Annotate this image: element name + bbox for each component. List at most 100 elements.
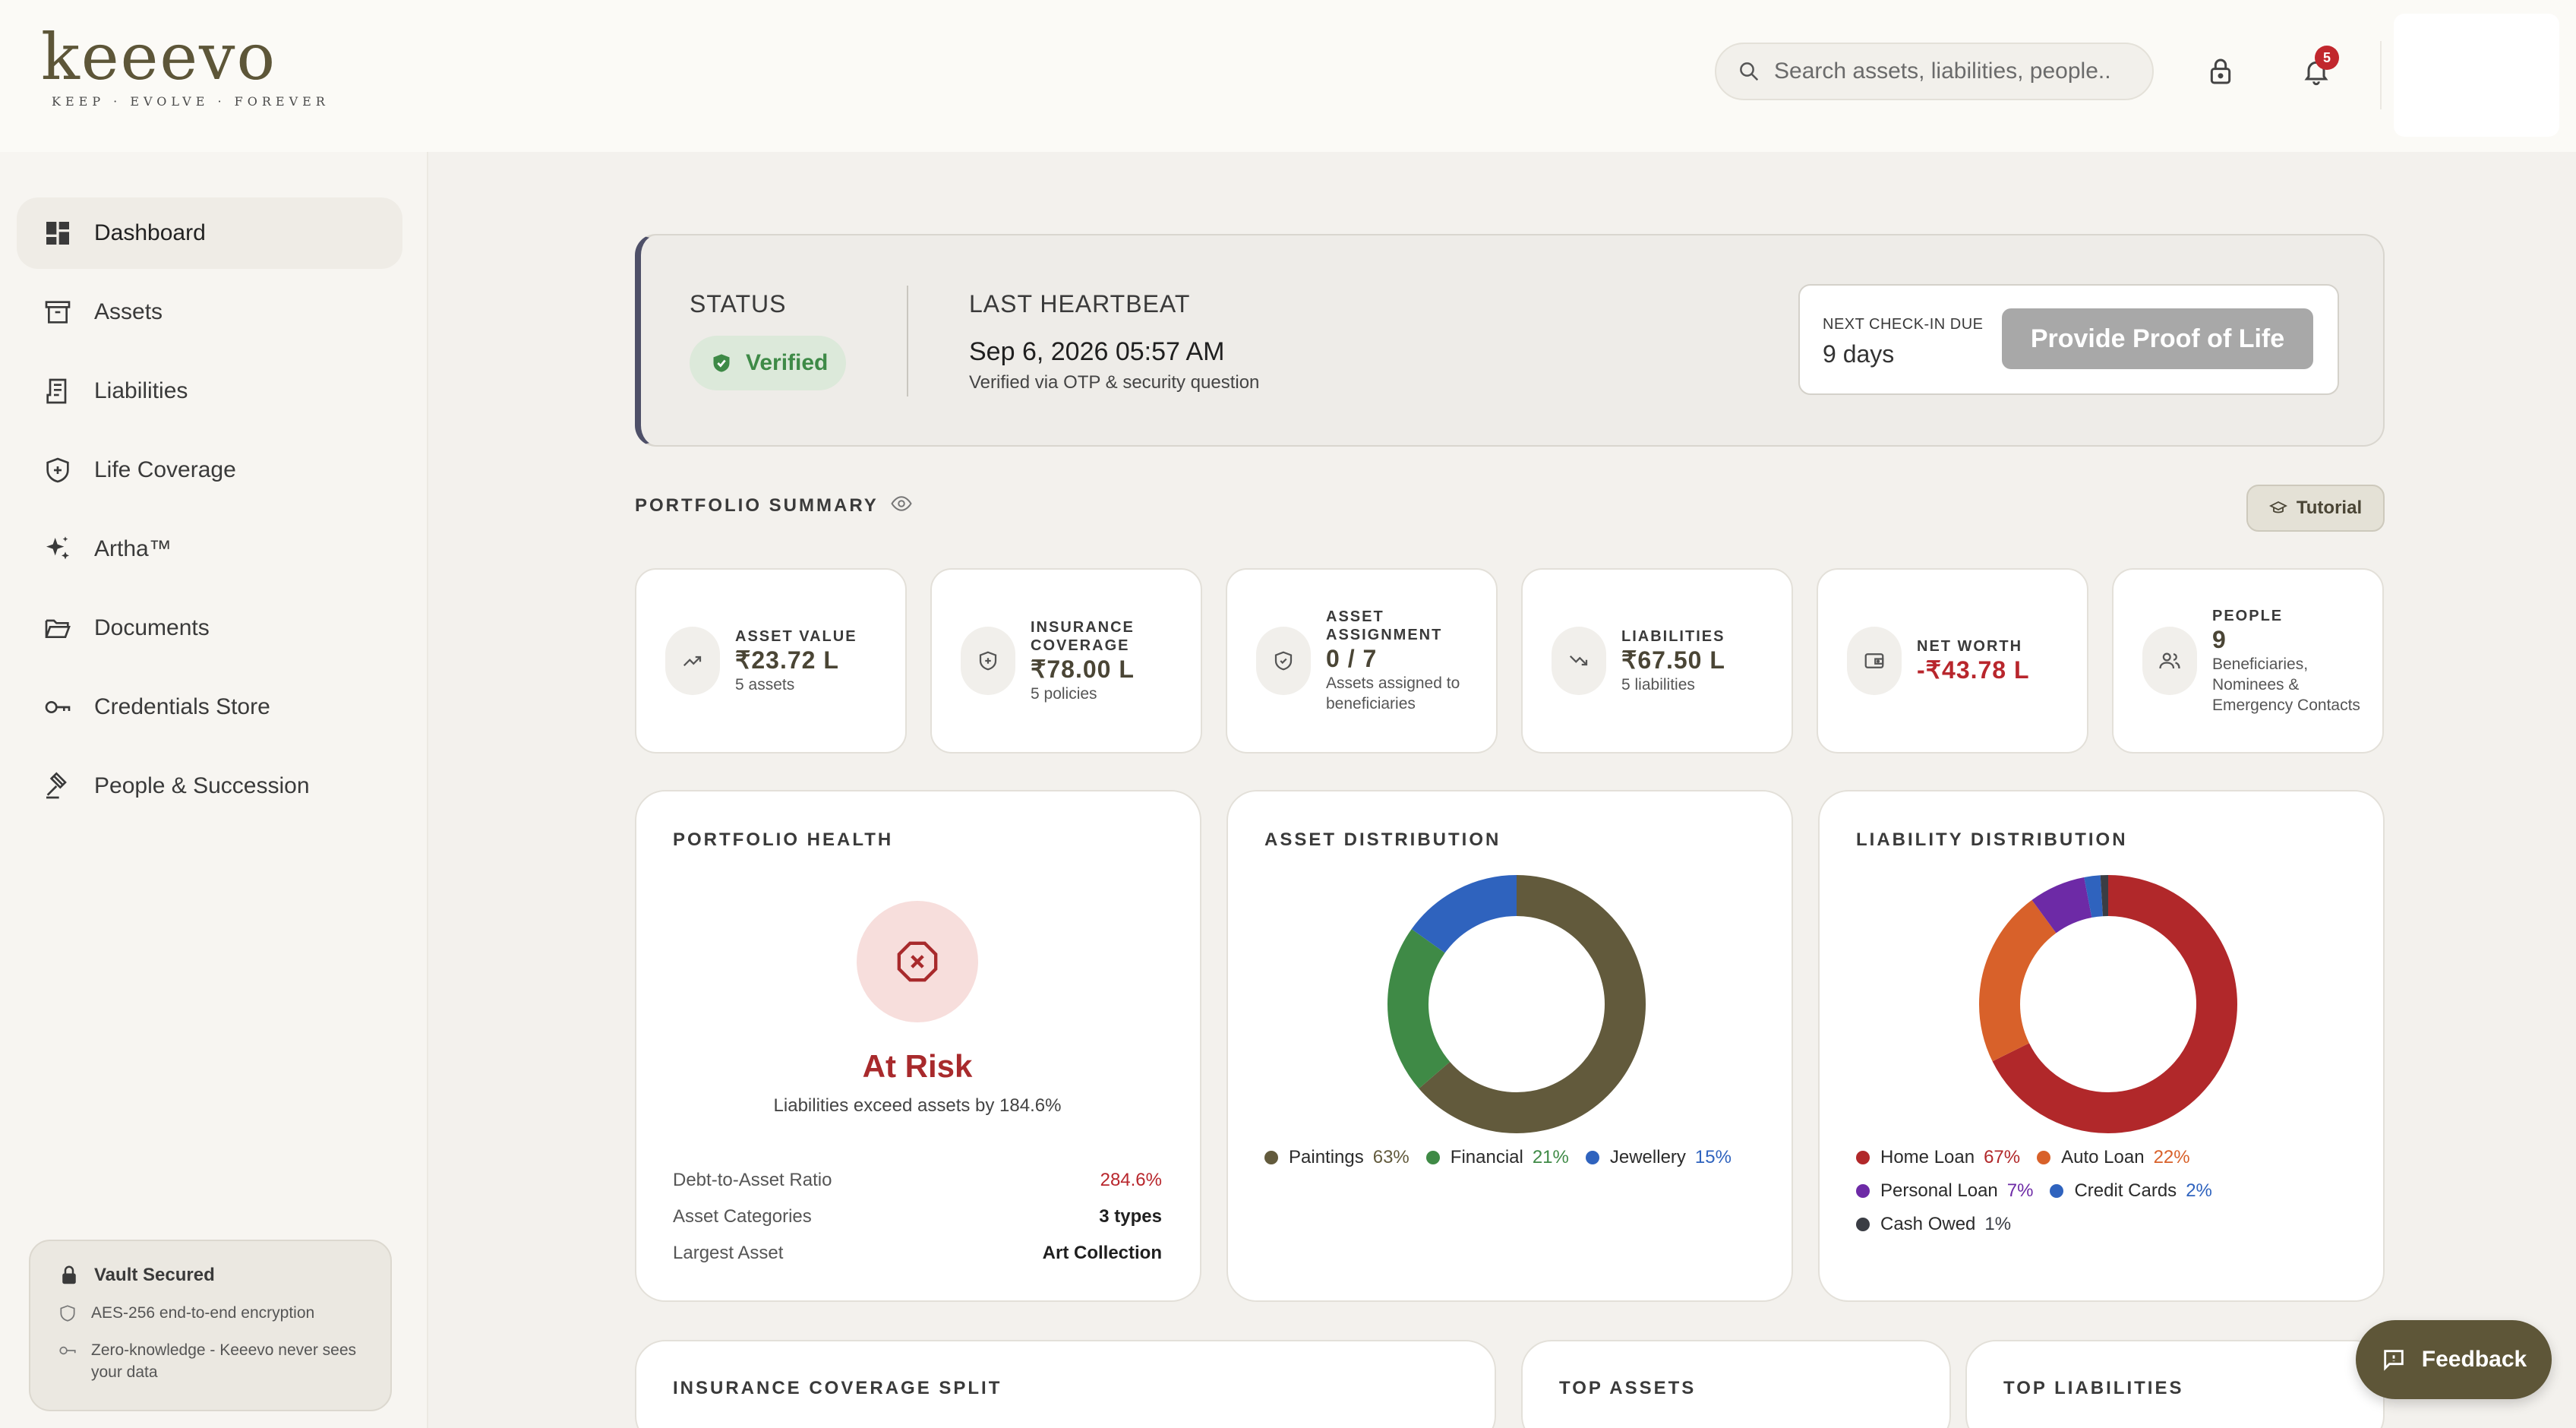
stat-card-people[interactable]: PEOPLE 9 Beneficiaries, Nominees & Emerg… bbox=[2112, 568, 2384, 753]
top-assets-panel: TOP ASSETS bbox=[1521, 1340, 1951, 1428]
sidebar-item-label: Dashboard bbox=[94, 220, 206, 245]
legend-dot bbox=[1856, 1151, 1870, 1164]
legend-percent: 67% bbox=[1984, 1147, 2021, 1167]
sidebar-item-dashboard[interactable]: Dashboard bbox=[17, 197, 402, 269]
legend-percent: 22% bbox=[2153, 1147, 2190, 1167]
stat-card-asset-value[interactable]: ASSET VALUE ₹23.72 L 5 assets bbox=[635, 568, 907, 753]
sidebar-item-label: Liabilities bbox=[94, 378, 188, 403]
legend-item[interactable]: Jewellery 15% bbox=[1585, 1147, 1732, 1168]
stat-card-asset-assignment[interactable]: ASSET ASSIGNMENT 0 / 7 Assets assigned t… bbox=[1226, 568, 1498, 753]
stat-value: ₹23.72 L bbox=[735, 646, 839, 674]
sidebar: Dashboard Assets Liabilities Life Covera… bbox=[0, 152, 428, 1428]
verified-badge: Verified bbox=[690, 336, 846, 390]
shield-plus-icon bbox=[961, 627, 1015, 695]
eye-icon[interactable] bbox=[890, 492, 913, 515]
legend-label: Home Loan bbox=[1880, 1147, 1975, 1167]
stat-sub: 5 liabilities bbox=[1621, 675, 1695, 693]
sidebar-item-label: Credentials Store bbox=[94, 694, 270, 719]
stat-sub: 5 policies bbox=[1031, 684, 1097, 703]
lock-vault-button[interactable] bbox=[2201, 52, 2240, 91]
heartbeat-label: LAST HEARTBEAT bbox=[969, 290, 1191, 318]
stat-sub: Beneficiaries, Nominees & Emergency Cont… bbox=[2212, 655, 2360, 714]
gavel-icon bbox=[46, 772, 67, 799]
key-icon bbox=[59, 1346, 76, 1355]
legend-percent: 1% bbox=[1984, 1214, 2012, 1234]
vault-zero-knowledge-text: Zero-knowledge - Keeevo never sees your … bbox=[91, 1341, 357, 1381]
portfolio-health-title: PORTFOLIO HEALTH bbox=[673, 829, 894, 850]
checkin-label: NEXT CHECK-IN DUE bbox=[1823, 316, 1984, 333]
legend-dot bbox=[2050, 1184, 2064, 1198]
legend-label: Cash Owed bbox=[1880, 1214, 1976, 1234]
sidebar-item-label: People & Succession bbox=[94, 773, 310, 798]
top-liabilities-title: TOP LIABILITIES bbox=[2003, 1378, 2184, 1398]
legend-item[interactable]: Paintings 63% bbox=[1264, 1147, 1410, 1168]
stat-card-liabilities[interactable]: LIABILITIES ₹67.50 L 5 liabilities bbox=[1521, 568, 1793, 753]
lock-icon bbox=[62, 1265, 76, 1284]
stat-sub: 5 assets bbox=[735, 675, 795, 693]
liability-distribution-panel: LIABILITY DISTRIBUTION Home Loan 67% Aut… bbox=[1818, 790, 2385, 1302]
provide-proof-of-life-button[interactable]: Provide Proof of Life bbox=[2002, 308, 2313, 369]
stat-label: PEOPLE bbox=[2212, 607, 2284, 624]
legend-item[interactable]: Credit Cards 2% bbox=[2050, 1180, 2212, 1202]
sidebar-item-assets[interactable]: Assets bbox=[17, 276, 402, 348]
search-icon bbox=[1740, 62, 1759, 81]
stat-value: ₹78.00 L bbox=[1031, 655, 1135, 683]
legend-dot bbox=[1856, 1218, 1870, 1231]
receipt-icon bbox=[46, 378, 67, 404]
feedback-button[interactable]: Feedback bbox=[2356, 1320, 2552, 1399]
notifications-button[interactable]: 5 bbox=[2297, 46, 2339, 91]
sidebar-item-life-coverage[interactable]: Life Coverage bbox=[17, 434, 402, 506]
liability-slice-cash-owed[interactable] bbox=[1979, 875, 2237, 1133]
users-icon bbox=[2142, 627, 2197, 695]
legend-item[interactable]: Financial 21% bbox=[1425, 1147, 1569, 1168]
stat-value: -₹43.78 L bbox=[1917, 656, 2030, 684]
heartbeat-date: Sep 6, 2026 05:57 AM bbox=[969, 337, 1225, 366]
stat-label: INSURANCE COVERAGE bbox=[1031, 618, 1135, 654]
dashboard-icon bbox=[46, 222, 69, 245]
legend-item[interactable]: Cash Owed 1% bbox=[1856, 1214, 2011, 1235]
archive-box-icon bbox=[45, 301, 71, 324]
tutorial-button[interactable]: Tutorial bbox=[2246, 485, 2385, 532]
vault-zero-knowledge-note: Zero-knowledge - Keeevo never sees your … bbox=[58, 1339, 363, 1383]
checkin-box: NEXT CHECK-IN DUE 9 days Provide Proof o… bbox=[1798, 284, 2339, 395]
shield-plus-icon bbox=[46, 457, 69, 483]
health-row-value: 3 types bbox=[1099, 1206, 1162, 1227]
vault-encryption-note: AES-256 end-to-end encryption bbox=[58, 1302, 363, 1324]
user-menu[interactable] bbox=[2394, 14, 2559, 137]
search-input[interactable] bbox=[1774, 58, 2131, 84]
sidebar-item-liabilities[interactable]: Liabilities bbox=[17, 355, 402, 427]
legend-label: Financial bbox=[1450, 1147, 1523, 1167]
risk-indicator bbox=[857, 901, 978, 1022]
liability-slice-auto-loan[interactable] bbox=[1979, 875, 2237, 1133]
brand-logo[interactable]: keeevo KEEP · EVOLVE · FOREVER bbox=[41, 23, 330, 109]
stat-value: 0 / 7 bbox=[1326, 645, 1378, 672]
sidebar-item-artha[interactable]: Artha™ bbox=[17, 513, 402, 585]
lock-icon bbox=[2210, 58, 2231, 84]
stat-card-net-worth[interactable]: NET WORTH -₹43.78 L bbox=[1817, 568, 2088, 753]
asset-slice-jewellery[interactable] bbox=[1387, 875, 1646, 1133]
search-bar[interactable] bbox=[1715, 43, 2154, 100]
wallet-icon bbox=[1847, 627, 1902, 695]
legend-item[interactable]: Home Loan 67% bbox=[1856, 1147, 2020, 1168]
health-status: At Risk bbox=[862, 1048, 973, 1084]
stat-label: NET WORTH bbox=[1917, 638, 2023, 655]
stat-value: 9 bbox=[2212, 625, 2227, 653]
health-row-value: 284.6% bbox=[1100, 1170, 1162, 1190]
legend-item[interactable]: Personal Loan 7% bbox=[1856, 1180, 2033, 1202]
trend-up-icon bbox=[665, 627, 720, 695]
insurance-coverage-split-title: INSURANCE COVERAGE SPLIT bbox=[673, 1378, 1002, 1398]
legend-dot bbox=[1425, 1151, 1440, 1164]
stat-card-insurance-coverage[interactable]: INSURANCE COVERAGE ₹78.00 L 5 policies bbox=[930, 568, 1202, 753]
sidebar-item-people-succession[interactable]: People & Succession bbox=[17, 750, 402, 822]
brand-tagline: KEEP · EVOLVE · FOREVER bbox=[52, 94, 330, 109]
legend-item[interactable]: Auto Loan 22% bbox=[2037, 1147, 2190, 1168]
sidebar-item-label: Artha™ bbox=[94, 536, 172, 561]
shield-check-icon bbox=[713, 354, 730, 372]
health-row: Debt-to-Asset Ratio 284.6% bbox=[673, 1170, 1162, 1191]
asset-slice-financial[interactable] bbox=[1387, 875, 1646, 1133]
vault-secured-card: Vault Secured AES-256 end-to-end encrypt… bbox=[29, 1240, 392, 1411]
sidebar-item-credentials-store[interactable]: Credentials Store bbox=[17, 671, 402, 743]
sidebar-item-label: Assets bbox=[94, 299, 163, 324]
status-label: STATUS bbox=[690, 290, 787, 318]
sidebar-item-documents[interactable]: Documents bbox=[17, 592, 402, 664]
